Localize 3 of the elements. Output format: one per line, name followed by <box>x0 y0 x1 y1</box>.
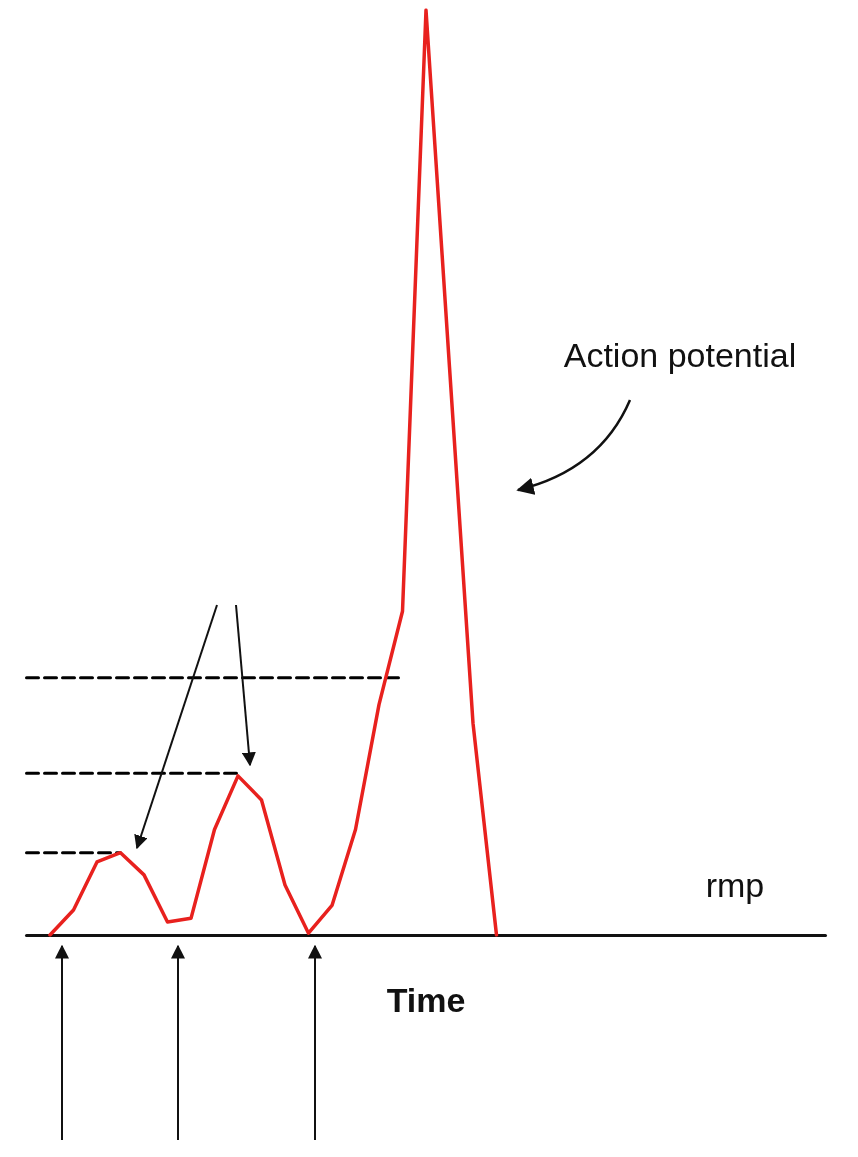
annotation: rmp <box>705 866 765 904</box>
x-axis-title: Time <box>386 981 466 1019</box>
annotation: Action potential <box>563 336 797 374</box>
